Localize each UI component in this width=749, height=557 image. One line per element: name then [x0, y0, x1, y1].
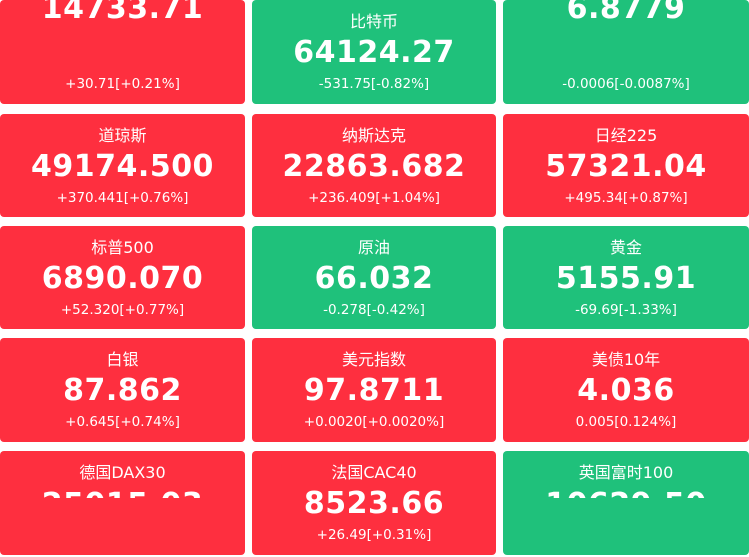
market-tile[interactable]: 6.8779 -0.0006[-0.0087%] — [503, 0, 749, 104]
tile-price: 4.036 — [577, 373, 675, 408]
tile-price: 5155.91 — [555, 261, 697, 296]
tile-change: -0.278[-0.42%] — [323, 302, 425, 318]
tile-change: +495.34[+0.87%] — [564, 190, 688, 206]
market-tile-dollar-index[interactable]: 美元指数 97.8711 +0.0020[+0.0020%] — [252, 338, 496, 442]
tile-price: 64124.27 — [293, 35, 455, 70]
tile-change: +26.49[+0.31%] — [316, 527, 432, 543]
tile-name: 英国富时100 — [578, 463, 674, 482]
tile-name: 标普500 — [91, 238, 154, 257]
market-tile-sp500[interactable]: 标普500 6890.070 +52.320[+0.77%] — [0, 226, 245, 329]
tile-change: -0.0006[-0.0087%] — [562, 76, 690, 92]
tile-price: 10629.50 — [503, 485, 749, 498]
market-tile-ftse100[interactable]: 英国富时100 10629.50 — [503, 451, 749, 555]
market-tile-gold[interactable]: 黄金 5155.91 -69.69[-1.33%] — [503, 226, 749, 329]
market-tile-cac40[interactable]: 法国CAC40 8523.66 +26.49[+0.31%] — [252, 451, 496, 555]
tile-name: 纳斯达克 — [341, 126, 406, 145]
market-tile-crude-oil[interactable]: 原油 66.032 -0.278[-0.42%] — [252, 226, 496, 329]
tile-change: +370.441[+0.76%] — [56, 190, 189, 206]
tile-price: 66.032 — [314, 261, 434, 296]
tile-name: 原油 — [357, 238, 390, 257]
tile-name: 比特币 — [349, 12, 398, 31]
tile-price: 87.862 — [63, 373, 182, 408]
tile-change: 0.005[0.124%] — [575, 414, 677, 430]
market-tile-silver[interactable]: 白银 87.862 +0.645[+0.74%] — [0, 338, 245, 442]
tile-name: 美元指数 — [341, 350, 406, 369]
tile-change: +0.0020[+0.0020%] — [303, 414, 445, 430]
tile-price: 22863.682 — [282, 149, 466, 184]
tile-name: 德国DAX30 — [79, 463, 166, 482]
tile-change: +52.320[+0.77%] — [60, 302, 185, 318]
tile-name: 法国CAC40 — [331, 463, 417, 482]
tile-name: 日经225 — [594, 126, 658, 145]
tile-price: 49174.500 — [31, 149, 214, 184]
market-tile-bitcoin[interactable]: 比特币 64124.27 -531.75[-0.82%] — [252, 0, 496, 104]
tile-change: -69.69[-1.33%] — [575, 302, 677, 318]
tile-change: +236.409[+1.04%] — [308, 190, 440, 206]
market-tile-dax30[interactable]: 德国DAX30 25015.03 — [0, 451, 245, 555]
tile-price: 97.8711 — [303, 373, 445, 408]
tile-name: 美债10年 — [591, 350, 661, 369]
tile-name: 黄金 — [609, 238, 642, 257]
market-tile-nikkei[interactable]: 日经225 57321.04 +495.34[+0.87%] — [503, 114, 749, 217]
tile-name: 白银 — [106, 350, 139, 369]
tile-price: 6.8779 — [566, 0, 686, 26]
tile-price-clip: 10629.50 — [503, 451, 749, 498]
market-tile-nasdaq[interactable]: 纳斯达克 22863.682 +236.409[+1.04%] — [252, 114, 496, 217]
tile-change: +0.645[+0.74%] — [65, 414, 180, 430]
tile-change: -531.75[-0.82%] — [318, 76, 430, 92]
tile-price: 14733.71 — [41, 0, 204, 26]
tile-price: 6890.070 — [41, 261, 204, 296]
market-tile[interactable]: 14733.71 +30.71[+0.21%] — [0, 0, 245, 104]
market-tile-us-10y-treasury[interactable]: 美债10年 4.036 0.005[0.124%] — [503, 338, 749, 442]
tile-change: +30.71[+0.21%] — [65, 76, 180, 92]
tile-price: 57321.04 — [545, 149, 707, 184]
tile-name: 道琼斯 — [98, 126, 147, 145]
tile-price: 8523.66 — [303, 486, 445, 521]
tile-price-clip: 25015.03 — [0, 451, 245, 498]
tile-price: 25015.03 — [0, 485, 245, 498]
market-tile-dow-jones[interactable]: 道琼斯 49174.500 +370.441[+0.76%] — [0, 114, 245, 217]
